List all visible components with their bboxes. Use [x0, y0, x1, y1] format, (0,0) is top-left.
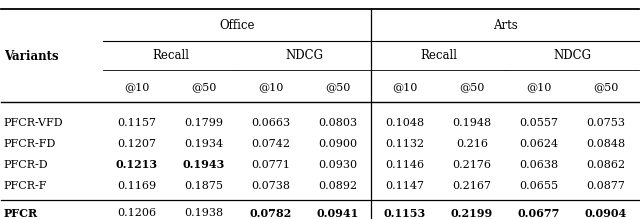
Text: 0.1213: 0.1213	[116, 159, 158, 170]
Text: Office: Office	[220, 19, 255, 32]
Text: @10: @10	[258, 82, 284, 92]
Text: 0.0738: 0.0738	[252, 181, 291, 191]
Text: 0.1147: 0.1147	[385, 181, 424, 191]
Text: 0.1943: 0.1943	[183, 159, 225, 170]
Text: PFCR-D: PFCR-D	[4, 160, 49, 170]
Text: 0.216: 0.216	[456, 139, 488, 149]
Text: 0.1146: 0.1146	[385, 160, 424, 170]
Text: 0.0877: 0.0877	[586, 181, 625, 191]
Text: 0.0663: 0.0663	[252, 118, 291, 128]
Text: 0.1948: 0.1948	[452, 118, 492, 128]
Text: 0.1206: 0.1206	[117, 208, 157, 218]
Text: Variants: Variants	[4, 50, 58, 63]
Text: @50: @50	[459, 82, 484, 92]
Text: 0.1207: 0.1207	[118, 139, 156, 149]
Text: 0.0782: 0.0782	[250, 208, 292, 219]
Text: NDCG: NDCG	[554, 49, 591, 62]
Text: 0.0892: 0.0892	[318, 181, 358, 191]
Text: @10: @10	[526, 82, 552, 92]
Text: 0.0803: 0.0803	[318, 118, 358, 128]
Text: Recall: Recall	[420, 49, 457, 62]
Text: 0.0904: 0.0904	[585, 208, 627, 219]
Text: @50: @50	[593, 82, 618, 92]
Text: 0.1938: 0.1938	[184, 208, 223, 218]
Text: @10: @10	[124, 82, 150, 92]
Text: @50: @50	[325, 82, 351, 92]
Text: @50: @50	[191, 82, 216, 92]
Text: PFCR-F: PFCR-F	[4, 181, 47, 191]
Text: 0.0900: 0.0900	[318, 139, 358, 149]
Text: 0.0848: 0.0848	[586, 139, 625, 149]
Text: 0.1169: 0.1169	[117, 181, 157, 191]
Text: 0.0742: 0.0742	[252, 139, 291, 149]
Text: 0.1934: 0.1934	[184, 139, 223, 149]
Text: 0.1048: 0.1048	[385, 118, 424, 128]
Text: 0.0941: 0.0941	[317, 208, 359, 219]
Text: PFCR-FD: PFCR-FD	[4, 139, 56, 149]
Text: 0.2176: 0.2176	[452, 160, 492, 170]
Text: 0.0557: 0.0557	[519, 118, 558, 128]
Text: 0.0624: 0.0624	[519, 139, 558, 149]
Text: 0.2199: 0.2199	[451, 208, 493, 219]
Text: 0.0930: 0.0930	[318, 160, 358, 170]
Text: PFCR: PFCR	[4, 208, 38, 219]
Text: @10: @10	[392, 82, 417, 92]
Text: 0.0655: 0.0655	[519, 181, 558, 191]
Text: Arts: Arts	[493, 19, 518, 32]
Text: PFCR-VFD: PFCR-VFD	[4, 118, 63, 128]
Text: 0.2167: 0.2167	[452, 181, 492, 191]
Text: 0.0771: 0.0771	[252, 160, 291, 170]
Text: 0.1157: 0.1157	[118, 118, 156, 128]
Text: 0.1132: 0.1132	[385, 139, 424, 149]
Text: NDCG: NDCG	[285, 49, 323, 62]
Text: 0.1799: 0.1799	[184, 118, 223, 128]
Text: 0.1875: 0.1875	[184, 181, 223, 191]
Text: 0.0677: 0.0677	[518, 208, 560, 219]
Text: 0.0862: 0.0862	[586, 160, 625, 170]
Text: 0.0638: 0.0638	[519, 160, 558, 170]
Text: 0.1153: 0.1153	[384, 208, 426, 219]
Text: 0.0753: 0.0753	[586, 118, 625, 128]
Text: Recall: Recall	[152, 49, 189, 62]
